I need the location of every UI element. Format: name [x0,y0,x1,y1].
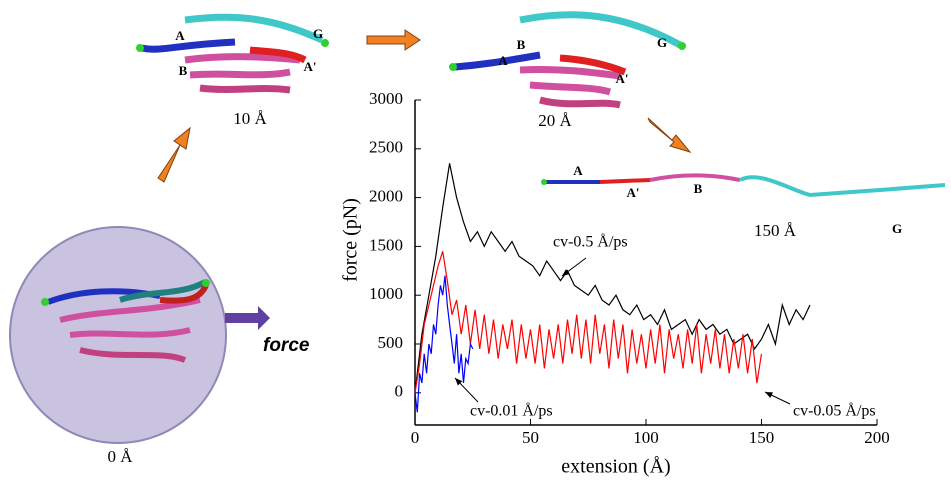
strand-label: B [694,181,703,196]
y-tick-label: 0 [395,382,404,401]
series-annotation: cv-0.01 Å/ps [470,402,553,420]
strand-label: B [179,63,188,78]
strand-label: A' [304,59,317,74]
arrow-head [562,269,570,276]
strand-label: G [313,26,323,41]
force-text: force [263,335,310,356]
series-annotation: cv-0.05 Å/ps [793,402,876,420]
force-trace [414,251,763,393]
x-tick-label: 50 [522,428,539,447]
y-tick-label: 2000 [369,187,403,206]
strand-label: A' [616,71,629,86]
y-axis-label: force (pN) [340,198,362,282]
x-tick-label: 0 [411,428,420,447]
x-tick-label: 100 [633,428,659,447]
x-axis-label: extension (Å) [561,456,670,478]
y-tick-label: 2500 [369,138,403,157]
protein-150 [545,173,946,198]
step-arrows [157,29,692,183]
x-tick-label: 200 [864,428,890,447]
y-tick-label: 1000 [369,284,403,303]
x-tick-label: 150 [749,428,775,447]
force-arrow [225,306,270,330]
protein-10 [141,13,324,94]
strand-label: G [657,35,667,50]
strand-label: A [498,53,508,68]
y-tick-label: 500 [378,333,404,352]
force-trace [414,163,811,393]
series-annotation: cv-0.5 Å/ps [553,233,628,251]
y-tick-label: 3000 [369,89,403,108]
snapshot-label: 10 Å [233,109,267,128]
arrow-head [765,392,773,398]
protein-0 [46,279,209,363]
strand-label: A [175,28,185,43]
strand-label: A [573,163,583,178]
strand-label: G [892,221,902,236]
strand-label: B [517,37,526,52]
protein-20 [454,11,682,109]
y-tick-label: 1500 [369,235,403,254]
snapshot-label: 150 Å [754,221,797,240]
arrow-head [455,378,463,386]
snapshot-label: 0 Å [107,447,133,466]
force-trace [414,275,474,413]
snapshot-label: 20 Å [538,111,572,130]
strand-label: A' [627,185,640,200]
